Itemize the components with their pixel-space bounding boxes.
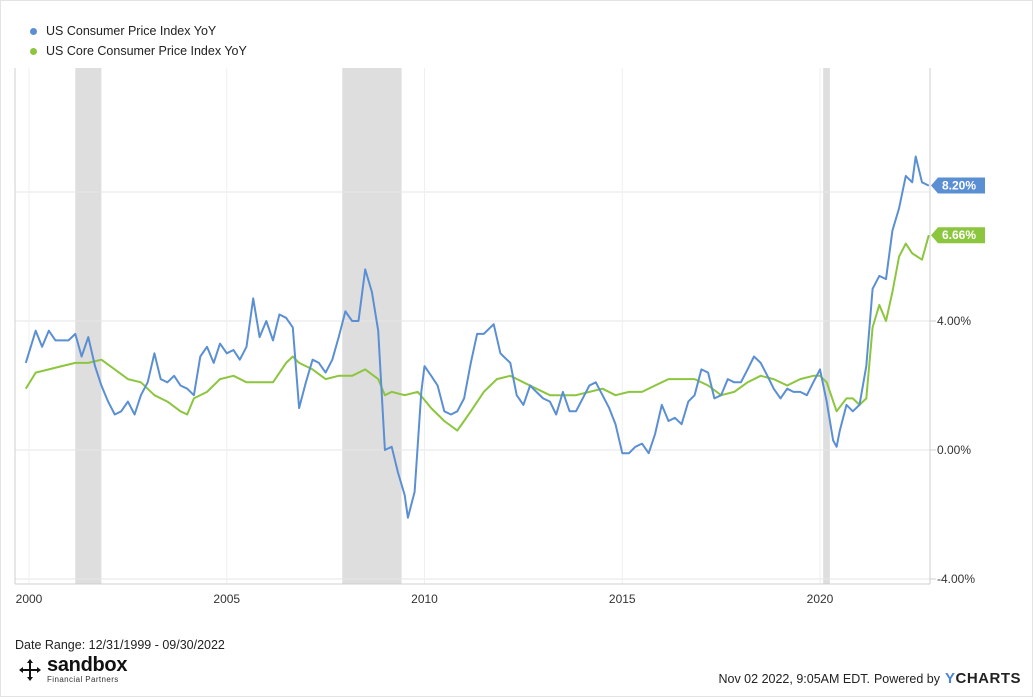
sandbox-logo: sandbox Financial Partners bbox=[18, 655, 127, 684]
logo-name: sandbox bbox=[47, 654, 128, 676]
chart-legend: US Consumer Price Index YoY US Core Cons… bbox=[30, 21, 247, 61]
ycharts-logo-rest: CHARTS bbox=[955, 670, 1021, 687]
end-labels: 6.66% 8.20% bbox=[931, 177, 985, 244]
series-line-1[interactable] bbox=[24, 234, 930, 432]
axes: 4.00% 0.00% -4.00% 2000 2005 2010 2015 2020 bbox=[14, 68, 975, 606]
recession-band-1 bbox=[342, 68, 402, 584]
x-tick-label: 2015 bbox=[609, 592, 636, 606]
y-tick-label: 4.00% bbox=[937, 314, 971, 328]
x-tick-label: 2005 bbox=[213, 592, 240, 606]
legend-marker-core-cpi bbox=[30, 47, 37, 55]
series-lines bbox=[24, 155, 930, 519]
legend-item-cpi[interactable]: US Consumer Price Index YoY bbox=[30, 21, 247, 41]
y-tick-label: 0.00% bbox=[937, 443, 971, 457]
x-tick-label: 2010 bbox=[411, 592, 438, 606]
recession-bands bbox=[75, 68, 830, 584]
legend-label-core-cpi: US Core Consumer Price Index YoY bbox=[46, 44, 247, 58]
footer-attribution: Nov 02 2022, 9:05AM EDT. Powered by YCHA… bbox=[718, 670, 1021, 687]
end-label-1: 6.66% bbox=[942, 228, 976, 242]
x-tick-label: 2020 bbox=[807, 592, 834, 606]
legend-item-core-cpi[interactable]: US Core Consumer Price Index YoY bbox=[30, 41, 247, 61]
date-range-text: Date Range: 12/31/1999 - 09/30/2022 bbox=[15, 638, 225, 652]
compass-arrows-icon bbox=[19, 658, 41, 681]
recession-band-2 bbox=[823, 68, 830, 584]
logo-subtitle: Financial Partners bbox=[47, 675, 119, 684]
y-tick-label: -4.00% bbox=[937, 572, 975, 586]
powered-by-text: Powered by bbox=[873, 671, 940, 686]
recession-band-0 bbox=[75, 68, 102, 584]
end-label-0: 8.20% bbox=[942, 179, 976, 193]
ycharts-logo[interactable]: YCHARTS bbox=[945, 670, 1021, 687]
ycharts-logo-y: Y bbox=[944, 670, 956, 687]
x-tick-label: 2000 bbox=[16, 592, 43, 606]
series-line-0[interactable] bbox=[24, 155, 930, 519]
end-label-bg-0 bbox=[931, 177, 985, 194]
end-label-bg-1 bbox=[931, 227, 985, 244]
legend-label-cpi: US Consumer Price Index YoY bbox=[46, 24, 217, 38]
timestamp-text: Nov 02 2022, 9:05AM EDT. bbox=[718, 671, 870, 686]
legend-marker-cpi bbox=[30, 27, 37, 35]
grid-lines bbox=[15, 68, 930, 584]
